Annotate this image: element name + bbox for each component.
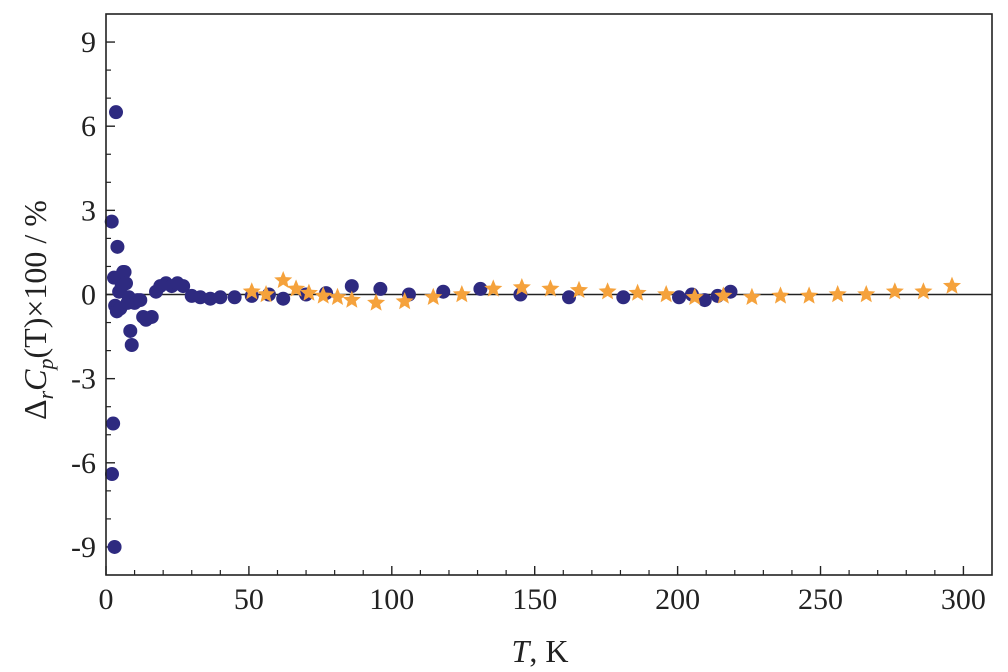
data-point-star (299, 283, 318, 301)
x-tick-label: 0 (99, 583, 114, 616)
data-point-star (628, 283, 647, 301)
data-point-star (657, 285, 676, 303)
marker-layer (104, 105, 962, 554)
data-point-star (914, 282, 933, 300)
data-point-star (274, 270, 293, 289)
data-point-star (742, 287, 761, 305)
y-tick-label: -6 (71, 447, 96, 480)
data-point-star (328, 287, 347, 305)
data-point-circle (344, 279, 359, 294)
data-point-star (828, 285, 847, 303)
data-point-circle (373, 281, 388, 296)
data-point-star (857, 285, 876, 303)
data-point-star (242, 282, 261, 300)
data-point-circle (119, 276, 134, 291)
y-tick-label: -9 (71, 531, 96, 564)
x-tick-label: 100 (369, 583, 414, 616)
data-point-circle (176, 279, 191, 294)
data-point-star (541, 279, 560, 297)
x-tick-label: 150 (512, 583, 557, 616)
y-tick-label: -3 (71, 363, 96, 396)
data-point-circle (697, 293, 712, 308)
tick-layer: 0 50 100 150 200 250 300 -9 -6 -3 0 3 6 9 (71, 26, 986, 616)
data-point-circle (107, 539, 122, 554)
data-point-star (367, 293, 386, 311)
data-point-circle (616, 290, 631, 305)
data-point-circle (227, 290, 242, 305)
y-axis-title-sub2: p (33, 358, 58, 371)
data-point-circle (105, 467, 120, 482)
data-point-star (885, 282, 904, 300)
x-tick-label: 250 (798, 583, 843, 616)
data-point-star (484, 279, 503, 297)
data-point-star (314, 286, 333, 304)
x-tick-label: 300 (941, 583, 986, 616)
y-axis-title-rest: (T)×100 / % (17, 200, 53, 358)
plot-frame (105, 13, 993, 576)
data-point-circle (562, 290, 577, 305)
data-point-star (342, 290, 361, 308)
data-point-circle (144, 309, 159, 324)
y-axis-title: ΔrCp(T)×100 / % (17, 200, 58, 420)
x-tick-label: 200 (655, 583, 700, 616)
y-tick-label: 3 (81, 194, 96, 227)
y-tick-label: 9 (81, 26, 96, 59)
data-point-star (512, 277, 531, 296)
x-tick-label: 50 (234, 583, 264, 616)
y-axis-title-prefix: Δ (17, 399, 53, 420)
data-point-star (287, 279, 306, 297)
data-point-circle (124, 337, 139, 352)
x-axis-title-rest: , K (529, 633, 568, 669)
data-point-star (942, 276, 962, 294)
data-point-circle (133, 293, 148, 308)
data-point-star (685, 287, 704, 305)
data-point-star (395, 292, 414, 310)
x-axis-title-italic: T (512, 633, 532, 669)
y-tick-label: 0 (81, 279, 96, 312)
data-point-circle (109, 105, 124, 120)
y-axis-title-c: C (17, 369, 53, 391)
data-point-star (452, 285, 471, 303)
data-point-circle (104, 214, 119, 229)
data-point-circle (213, 290, 228, 305)
y-axis-title-sub1: r (33, 390, 58, 399)
data-point-circle (110, 239, 125, 254)
x-axis-title: T, K (512, 633, 569, 669)
data-point-star (598, 282, 617, 300)
data-point-star (771, 286, 790, 304)
data-point-circle (276, 291, 291, 306)
data-point-circle (117, 265, 132, 280)
data-point-circle (123, 323, 138, 338)
data-point-star (714, 286, 733, 304)
data-point-star (800, 286, 819, 304)
data-point-star (424, 287, 443, 305)
data-point-star (569, 280, 589, 298)
y-tick-label: 6 (81, 110, 96, 143)
data-point-circle (672, 290, 687, 305)
data-point-circle (106, 416, 121, 431)
data-point-star (257, 285, 276, 303)
data-point-circle (473, 281, 488, 296)
